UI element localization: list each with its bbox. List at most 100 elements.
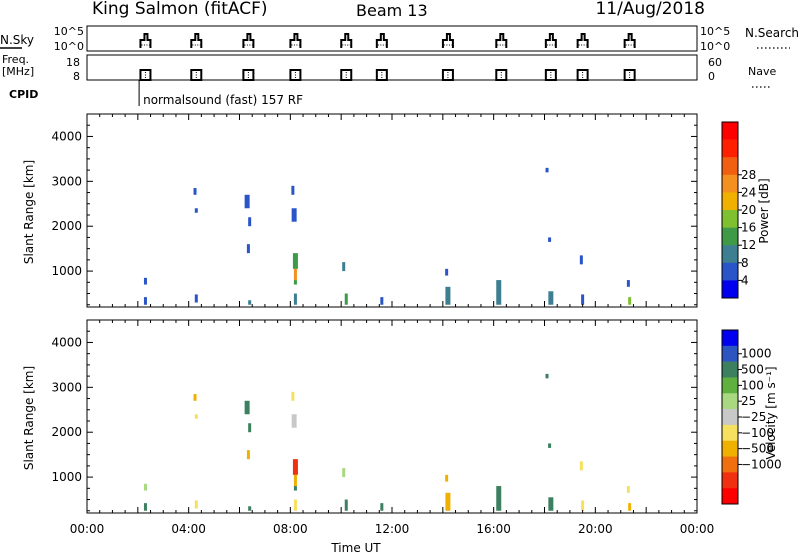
y-tick-label: 2000 xyxy=(51,425,82,439)
colorbar-swatch xyxy=(722,488,738,505)
nsky-scan-mark xyxy=(139,33,152,48)
freq-label: Freq. xyxy=(2,53,29,66)
colorbar-tick-label: −25 xyxy=(741,410,766,424)
echo-cell xyxy=(579,255,583,265)
echo-cell xyxy=(194,414,198,419)
nsky-scan-mark xyxy=(289,33,302,48)
power-panel: 1000 2000 3000 4000 Slant Range [km] xyxy=(22,113,698,308)
freq-scan-mark xyxy=(576,69,589,81)
echo-cell xyxy=(193,394,197,401)
echo-cell xyxy=(248,506,252,511)
echo-cell xyxy=(445,286,451,305)
freq-panel: Freq. [MHz] 18 8 60 0 Nave xyxy=(2,53,776,88)
plot-frame xyxy=(86,113,698,308)
nsearch-tick-top: 10^5 xyxy=(700,25,730,38)
echo-cell xyxy=(193,188,197,195)
nsky-scan-mark xyxy=(375,33,388,48)
colorbar-tick-label: 24 xyxy=(741,185,756,199)
colorbar-swatch xyxy=(722,227,738,246)
echo-cell xyxy=(548,497,554,511)
freq-scan-mark xyxy=(623,69,636,81)
colorbar-swatch xyxy=(722,210,738,228)
colorbar-swatch xyxy=(722,409,738,426)
nave-tick-top: 60 xyxy=(708,56,722,69)
freq-frame xyxy=(86,54,698,81)
echo-cell xyxy=(548,291,554,305)
echo-cell xyxy=(579,461,583,471)
echo-cell xyxy=(445,474,449,482)
echo-cell xyxy=(292,459,298,475)
x-tick-label: 00:00 xyxy=(680,522,715,536)
echo-cell xyxy=(445,268,449,276)
echo-cell xyxy=(628,297,632,305)
date-title: 11/Aug/2018 xyxy=(595,0,705,19)
colorbar-swatch xyxy=(722,192,738,211)
colorbar-swatch xyxy=(722,456,738,473)
y-tick-label: 1000 xyxy=(51,470,82,484)
echo-cell xyxy=(246,450,250,460)
freq-scan-mark xyxy=(340,69,353,81)
colorbar-swatch xyxy=(722,330,738,347)
y-tick-label: 3000 xyxy=(51,174,82,188)
echo-cell xyxy=(496,280,502,305)
echo-cell xyxy=(143,297,147,305)
colorbar-tick-label: −100 xyxy=(741,426,774,440)
x-axis-label: Time UT xyxy=(330,541,381,554)
y-tick-label: 3000 xyxy=(51,380,82,394)
freq-scan-mark xyxy=(242,69,255,81)
nsky-scan-mark xyxy=(623,33,636,48)
echo-cell xyxy=(291,414,297,428)
x-tick-label: 08:00 xyxy=(273,522,308,536)
x-tick-label: 16:00 xyxy=(476,522,511,536)
echo-cell xyxy=(344,293,348,305)
echo-cell xyxy=(248,300,252,305)
colorbar-swatch xyxy=(722,139,738,158)
nave-tick-bottom: 0 xyxy=(708,70,715,83)
freq-scan-mark xyxy=(289,69,302,81)
echo-cell xyxy=(244,194,250,209)
echo-cell xyxy=(581,500,585,511)
velocity-panel: 1000 2000 3000 4000 Slant Range [km] xyxy=(22,319,698,514)
echo-cell xyxy=(143,503,147,511)
colorbar-tick-label: −1000 xyxy=(741,457,782,471)
echo-cell xyxy=(291,185,295,195)
freq-scan-mark xyxy=(190,69,203,81)
colorbar-swatch xyxy=(722,122,738,140)
y-tick-label: 2000 xyxy=(51,219,82,233)
echo-cell xyxy=(628,503,632,511)
x-tick-label: 00:00 xyxy=(70,522,105,536)
colorbar-tick-label: 500 xyxy=(741,363,764,377)
nsky-scan-mark xyxy=(544,33,557,48)
colorbar-swatch xyxy=(722,424,738,442)
freq-scan-mark xyxy=(495,69,508,81)
x-tick-label: 20:00 xyxy=(578,522,613,536)
echo-cell xyxy=(581,294,585,305)
echo-cell xyxy=(548,237,552,242)
nsearch-tick-bottom: 10^0 xyxy=(700,40,730,53)
freq-scan-mark xyxy=(544,69,557,81)
echo-cell xyxy=(293,486,297,491)
colorbar-tick-label: −500 xyxy=(741,442,774,456)
echo-cell xyxy=(626,280,630,287)
nsky-scan-mark xyxy=(340,33,353,48)
echo-cell xyxy=(548,443,552,448)
colorbar-tick-label: 100 xyxy=(741,378,764,392)
freq-tick-bottom: 8 xyxy=(73,70,80,83)
colorbar-swatch xyxy=(722,245,738,264)
echo-cell xyxy=(293,268,297,281)
colorbar-tick-label: 1000 xyxy=(741,347,772,361)
colorbar-tick-label: 12 xyxy=(741,238,756,252)
colorbar-swatch xyxy=(722,393,738,410)
freq-unit-label: [MHz] xyxy=(2,65,34,78)
echo-cell xyxy=(293,474,297,487)
nsky-tick-top: 10^5 xyxy=(54,25,84,38)
x-tick-label: 12:00 xyxy=(375,522,410,536)
echo-cell xyxy=(248,423,252,433)
nsky-tick-bottom: 10^0 xyxy=(54,40,84,53)
colorbar-swatch xyxy=(722,345,738,362)
echo-cell xyxy=(445,492,451,511)
echo-cell xyxy=(194,500,198,509)
nsearch-label: N.Search xyxy=(745,26,799,40)
velocity-ylabel: Slant Range [km] xyxy=(22,366,36,470)
